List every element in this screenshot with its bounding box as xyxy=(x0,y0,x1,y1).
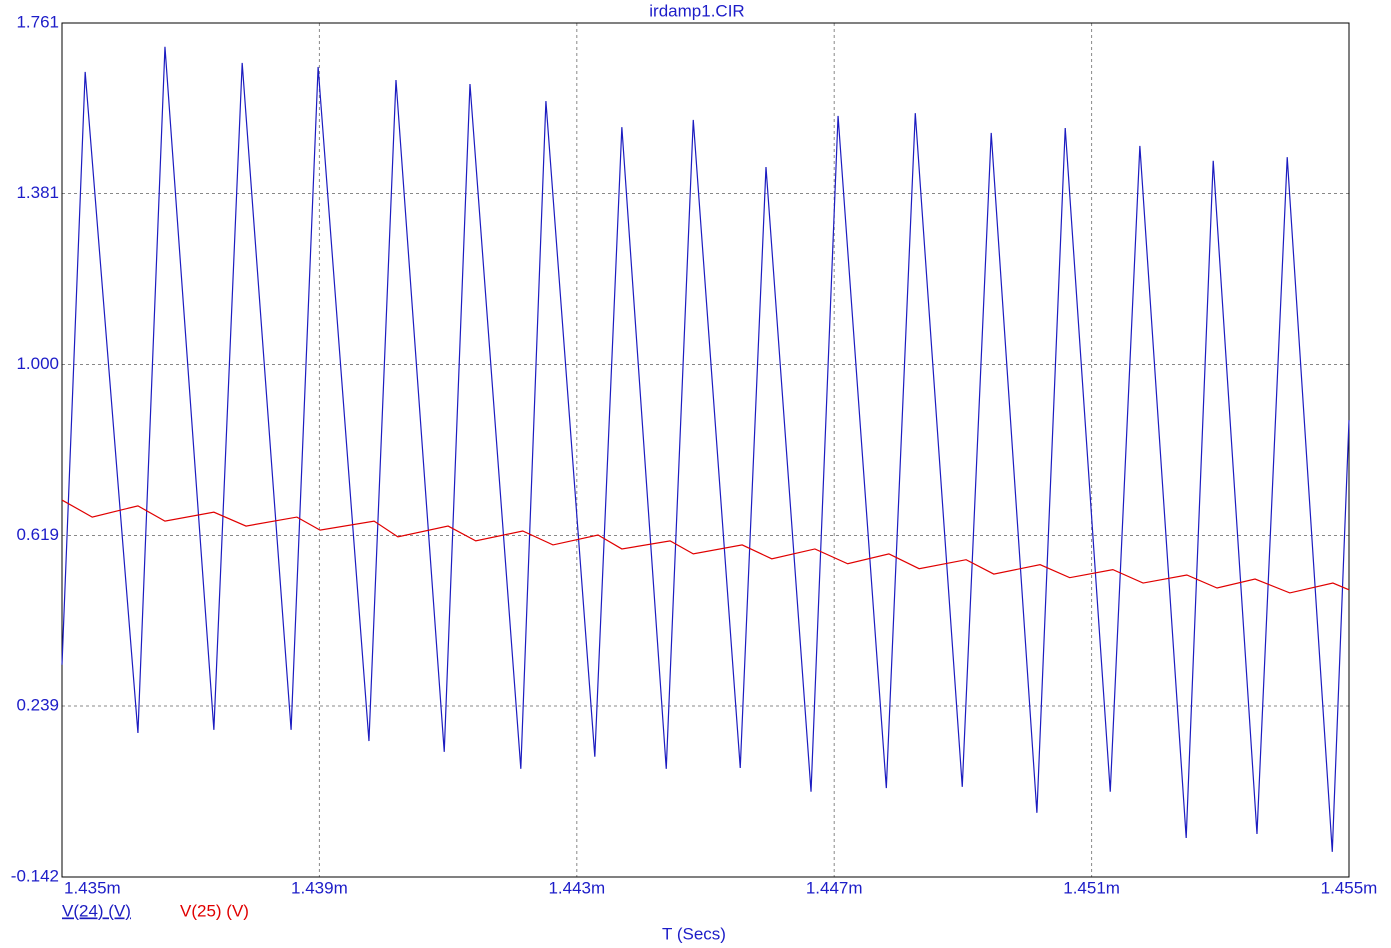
legend-entry: V(25) (V) xyxy=(180,901,249,920)
x-tick-label: 1.443m xyxy=(548,878,605,897)
series-line xyxy=(61,46,1350,852)
y-tick-label: -0.142 xyxy=(11,866,59,885)
y-tick-label: 0.239 xyxy=(16,696,59,715)
x-axis-label: T (Secs) xyxy=(662,924,726,943)
y-tick-label: 1.000 xyxy=(16,354,59,373)
x-tick-label: 1.455m xyxy=(1321,878,1378,897)
x-tick-label: 1.439m xyxy=(291,878,348,897)
x-tick-label: 1.435m xyxy=(64,878,121,897)
plot-border xyxy=(61,22,1350,878)
y-tick-label: 1.761 xyxy=(16,12,59,31)
chart-title: irdamp1.CIR xyxy=(649,1,744,20)
y-tick-label: 1.381 xyxy=(16,183,59,202)
legend-entry: V(24) (V) xyxy=(62,901,131,920)
x-tick-label: 1.451m xyxy=(1063,878,1120,897)
series-line xyxy=(61,499,1350,594)
y-tick-label: 0.619 xyxy=(16,525,59,544)
x-tick-label: 1.447m xyxy=(806,878,863,897)
